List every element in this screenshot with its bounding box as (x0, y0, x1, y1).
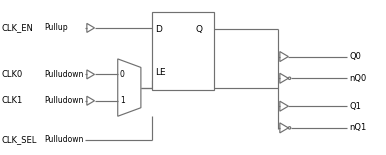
Text: 0: 0 (120, 70, 125, 79)
Text: Q0: Q0 (349, 52, 361, 61)
Text: nQ0: nQ0 (349, 74, 367, 83)
Text: CLK_EN: CLK_EN (2, 23, 34, 32)
Bar (152, 12, 214, 90)
Text: Q: Q (196, 25, 203, 34)
Text: nQ1: nQ1 (349, 123, 367, 132)
Text: Q1: Q1 (349, 102, 361, 111)
Text: CLK1: CLK1 (2, 96, 23, 105)
Text: D: D (156, 25, 163, 34)
Text: Pulludown: Pulludown (44, 96, 84, 105)
Text: LE: LE (156, 68, 166, 77)
Text: Pullup: Pullup (44, 23, 68, 32)
Text: CLK0: CLK0 (2, 70, 23, 79)
Text: Pulludown: Pulludown (44, 135, 84, 144)
Text: Pulludown: Pulludown (44, 70, 84, 79)
Text: CLK_SEL: CLK_SEL (2, 135, 37, 144)
Text: 1: 1 (120, 96, 124, 105)
